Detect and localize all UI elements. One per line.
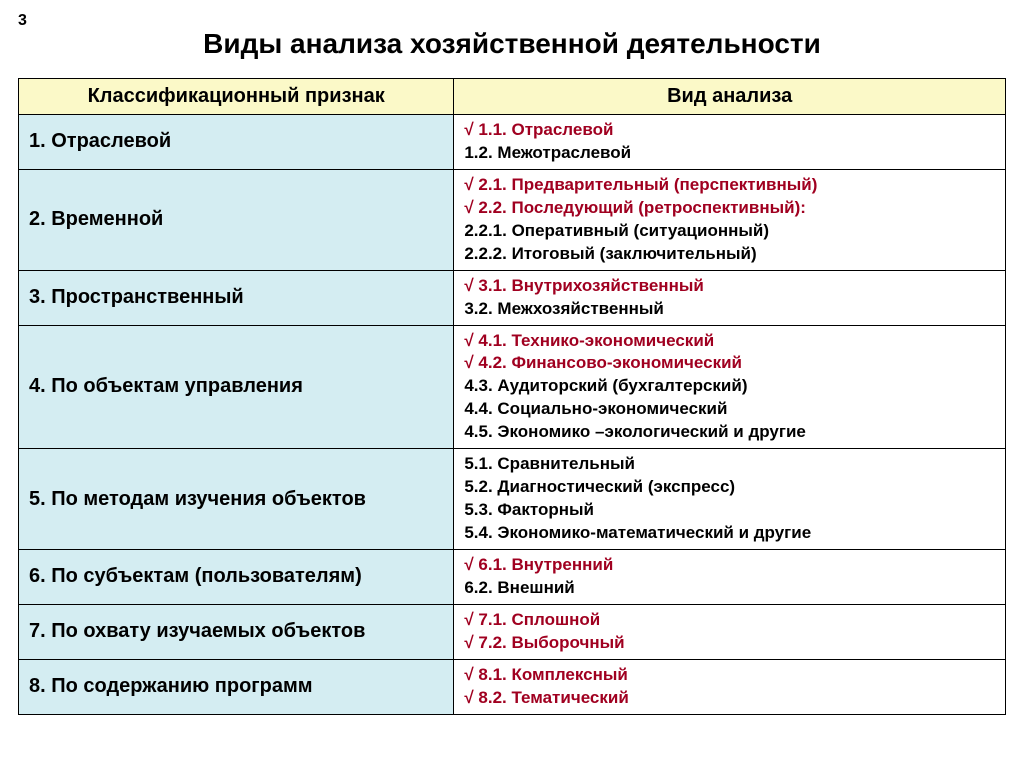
category-cell: 7. По охвату изучаемых объектов <box>19 604 454 659</box>
value-cell: √ 2.1. Предварительный (перспективный)√ … <box>454 169 1006 270</box>
value-text: 1.1. Отраслевой <box>478 120 613 139</box>
check-icon: √ <box>464 610 478 629</box>
value-line: √ 1.1. Отраслевой <box>464 119 995 142</box>
value-line: 2.2.1. Оперативный (ситуационный) <box>464 220 995 243</box>
value-line: √ 8.1. Комплексный <box>464 664 995 687</box>
header-left: Классификационный признак <box>19 79 454 115</box>
value-text: 4.4. Социально-экономический <box>464 399 727 418</box>
page-title: Виды анализа хозяйственной деятельности <box>0 0 1024 78</box>
classification-table: Классификационный признак Вид анализа 1.… <box>18 78 1006 715</box>
value-line: √ 4.1. Технико-экономический <box>464 330 995 353</box>
value-text: 4.2. Финансово-экономический <box>478 353 742 372</box>
value-line: √ 4.2. Финансово-экономический <box>464 352 995 375</box>
value-line: √ 8.2. Тематический <box>464 687 995 710</box>
value-line: √ 3.1. Внутрихозяйственный <box>464 275 995 298</box>
table-row: 5. По методам изучения объектов5.1. Срав… <box>19 449 1006 550</box>
page-number: 3 <box>18 12 27 30</box>
value-cell: √ 8.1. Комплексный√ 8.2. Тематический <box>454 659 1006 714</box>
category-cell: 3. Пространственный <box>19 270 454 325</box>
value-text: 2.2.1. Оперативный (ситуационный) <box>464 221 769 240</box>
check-icon: √ <box>464 175 478 194</box>
value-line: √ 7.1. Сплошной <box>464 609 995 632</box>
category-cell: 2. Временной <box>19 169 454 270</box>
value-cell: √ 7.1. Сплошной√ 7.2. Выборочный <box>454 604 1006 659</box>
table-row: 2. Временной√ 2.1. Предварительный (перс… <box>19 169 1006 270</box>
value-text: 3.2. Межхозяйственный <box>464 299 664 318</box>
check-icon: √ <box>464 353 478 372</box>
value-text: 8.2. Тематический <box>478 688 628 707</box>
value-text: 7.2. Выборочный <box>478 633 624 652</box>
value-text: 6.2. Внешний <box>464 578 574 597</box>
value-line: 2.2.2. Итоговый (заключительный) <box>464 243 995 266</box>
value-line: 4.5. Экономико –экологический и другие <box>464 421 995 444</box>
check-icon: √ <box>464 688 478 707</box>
check-icon: √ <box>464 633 478 652</box>
value-line: 3.2. Межхозяйственный <box>464 298 995 321</box>
value-text: 1.2. Межотраслевой <box>464 143 631 162</box>
value-line: √ 6.1. Внутренний <box>464 554 995 577</box>
value-text: 4.5. Экономико –экологический и другие <box>464 422 806 441</box>
value-line: 6.2. Внешний <box>464 577 995 600</box>
value-text: 5.3. Факторный <box>464 500 594 519</box>
value-text: 5.4. Экономико-математический и другие <box>464 523 811 542</box>
check-icon: √ <box>464 665 478 684</box>
value-cell: √ 6.1. Внутренний6.2. Внешний <box>454 549 1006 604</box>
category-cell: 5. По методам изучения объектов <box>19 449 454 550</box>
value-line: √ 2.1. Предварительный (перспективный) <box>464 174 995 197</box>
check-icon: √ <box>464 276 478 295</box>
value-text: 4.1. Технико-экономический <box>478 331 714 350</box>
category-cell: 6. По субъектам (пользователям) <box>19 549 454 604</box>
value-line: 4.3. Аудиторский (бухгалтерский) <box>464 375 995 398</box>
header-right: Вид анализа <box>454 79 1006 115</box>
table-row: 7. По охвату изучаемых объектов √ 7.1. Сп… <box>19 604 1006 659</box>
category-cell: 4. По объектам управления <box>19 325 454 449</box>
table-row: 4. По объектам управления√ 4.1. Технико-… <box>19 325 1006 449</box>
table-row: 1. Отраслевой√ 1.1. Отраслевой1.2. Межот… <box>19 115 1006 170</box>
value-text: 2.1. Предварительный (перспективный) <box>478 175 817 194</box>
value-cell: √ 1.1. Отраслевой1.2. Межотраслевой <box>454 115 1006 170</box>
check-icon: √ <box>464 555 478 574</box>
value-line: 1.2. Межотраслевой <box>464 142 995 165</box>
value-text: 8.1. Комплексный <box>478 665 627 684</box>
value-line: 5.4. Экономико-математический и другие <box>464 522 995 545</box>
category-cell: 1. Отраслевой <box>19 115 454 170</box>
value-line: √ 7.2. Выборочный <box>464 632 995 655</box>
value-cell: √ 4.1. Технико-экономический√ 4.2. Финан… <box>454 325 1006 449</box>
table-row: 8. По содержанию программ √ 8.1. Комплекс… <box>19 659 1006 714</box>
value-line: √ 2.2. Последующий (ретроспективный): <box>464 197 995 220</box>
category-cell: 8. По содержанию программ <box>19 659 454 714</box>
check-icon: √ <box>464 198 478 217</box>
value-text: 2.2.2. Итоговый (заключительный) <box>464 244 756 263</box>
value-text: 4.3. Аудиторский (бухгалтерский) <box>464 376 747 395</box>
value-cell: √ 3.1. Внутрихозяйственный3.2. Межхозяйс… <box>454 270 1006 325</box>
value-line: 5.3. Факторный <box>464 499 995 522</box>
value-text: 6.1. Внутренний <box>478 555 613 574</box>
value-line: 5.1. Сравнительный <box>464 453 995 476</box>
table-row: 3. Пространственный√ 3.1. Внутрихозяйств… <box>19 270 1006 325</box>
value-text: 5.2. Диагностический (экспресс) <box>464 477 735 496</box>
check-icon: √ <box>464 120 478 139</box>
value-text: 2.2. Последующий (ретроспективный): <box>478 198 806 217</box>
table-row: 6. По субъектам (пользователям) √ 6.1. Вн… <box>19 549 1006 604</box>
value-text: 7.1. Сплошной <box>478 610 600 629</box>
check-icon: √ <box>464 331 478 350</box>
value-text: 5.1. Сравнительный <box>464 454 635 473</box>
value-line: 5.2. Диагностический (экспресс) <box>464 476 995 499</box>
value-text: 3.1. Внутрихозяйственный <box>478 276 703 295</box>
value-cell: 5.1. Сравнительный 5.2. Диагностический (… <box>454 449 1006 550</box>
value-line: 4.4. Социально-экономический <box>464 398 995 421</box>
